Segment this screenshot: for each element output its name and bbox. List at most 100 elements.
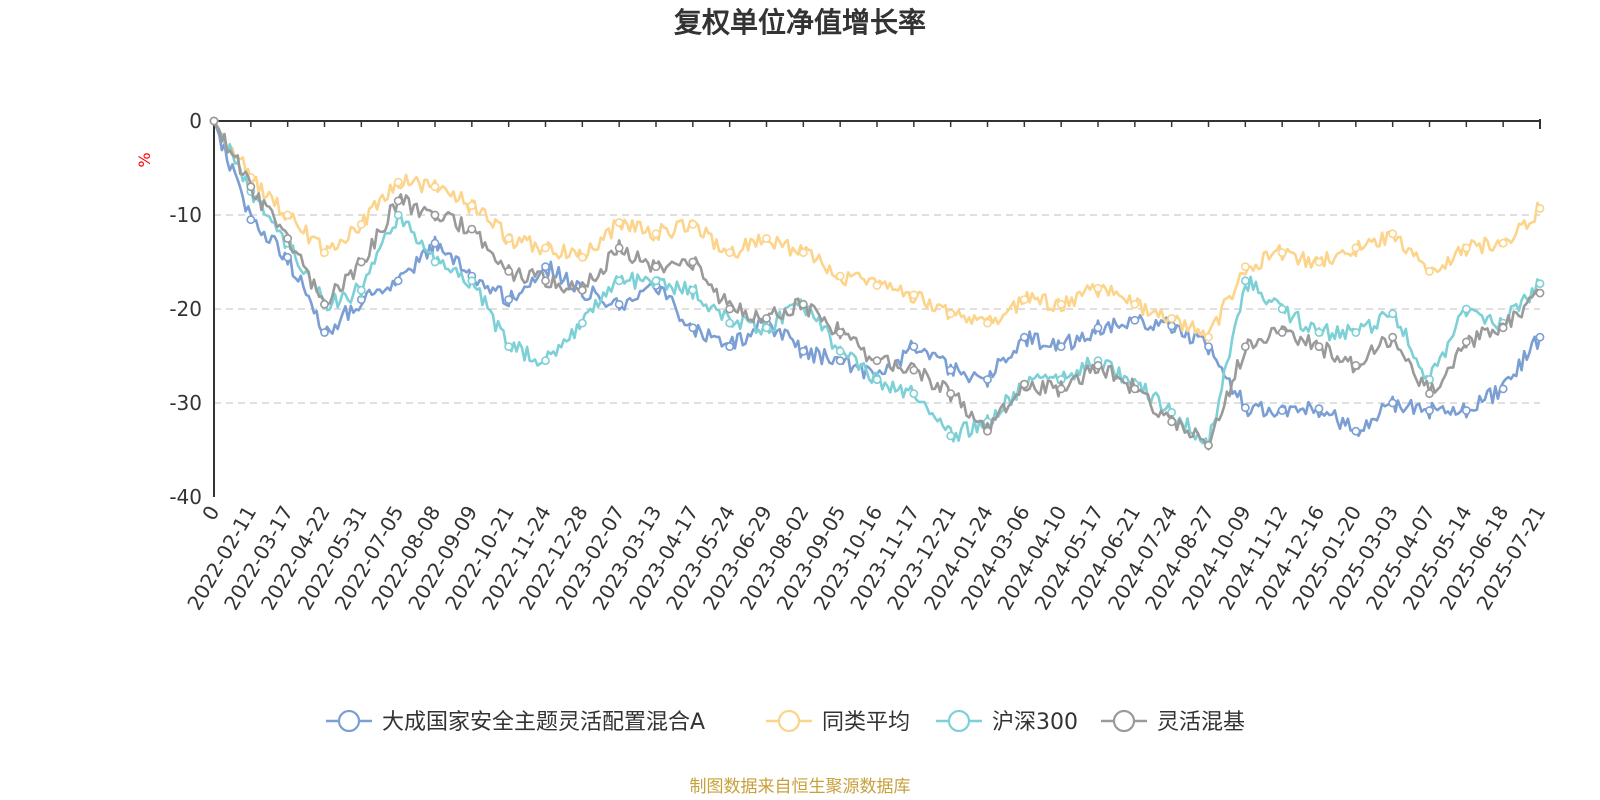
series-point	[541, 356, 550, 366]
y-tick-label: -30	[169, 391, 202, 415]
series-point	[393, 196, 403, 206]
series-point	[688, 285, 698, 295]
series-point	[1461, 406, 1471, 415]
source-note: 制图数据来自恒生聚源数据库	[690, 777, 911, 797]
series-point	[651, 276, 661, 286]
series-point	[504, 234, 514, 243]
series-point	[1093, 323, 1103, 333]
series-point	[1277, 248, 1287, 257]
series-point	[393, 276, 403, 286]
series-point	[614, 276, 624, 286]
series-point	[835, 328, 845, 337]
series-point	[246, 182, 256, 192]
series-point	[1056, 342, 1066, 351]
series-point	[1167, 417, 1177, 427]
series-point	[1204, 332, 1213, 342]
series-point	[1314, 328, 1324, 337]
series-point	[1277, 328, 1287, 337]
series-point	[1093, 360, 1103, 370]
series-point	[356, 257, 366, 267]
series-point	[1425, 406, 1434, 415]
series-point	[1019, 295, 1029, 304]
series-point	[1461, 337, 1471, 347]
y-tick-label: -10	[169, 203, 202, 227]
series-point	[725, 248, 735, 257]
y-axis-unit: %	[135, 152, 154, 167]
legend-item[interactable]: 同类平均	[766, 709, 910, 735]
series-point	[909, 342, 919, 351]
series-point	[577, 252, 587, 262]
series-point	[1535, 204, 1545, 213]
series-point	[1240, 403, 1250, 413]
series-point	[983, 426, 992, 436]
series-point	[283, 210, 293, 220]
series-point	[651, 229, 661, 239]
series-point	[1130, 299, 1140, 309]
series-point	[393, 210, 403, 220]
series-point	[798, 346, 808, 356]
series-point	[467, 276, 477, 286]
series-point	[946, 309, 956, 319]
legend[interactable]: 大成国家安全主题灵活配置混合A 同类平均 沪深300 灵活混基	[326, 709, 1245, 735]
series-point	[909, 365, 919, 375]
series-point	[946, 389, 956, 398]
series-point	[1130, 315, 1140, 325]
legend-item[interactable]: 沪深300	[936, 709, 1078, 735]
series-point	[393, 177, 403, 187]
series-point	[1425, 266, 1434, 276]
series-point	[209, 116, 219, 126]
series-point	[798, 248, 808, 257]
series-point	[430, 182, 440, 192]
series-point	[467, 224, 477, 234]
series-point	[762, 313, 771, 323]
series-point	[1535, 332, 1545, 342]
legend-label: 灵活混基	[1157, 710, 1245, 735]
series-point	[946, 431, 956, 441]
series-point	[872, 356, 882, 366]
series-point	[762, 234, 771, 243]
series-point	[835, 356, 845, 366]
series-point	[909, 290, 919, 300]
series-point	[725, 342, 735, 351]
series-point	[1461, 304, 1471, 314]
series-point	[688, 257, 698, 267]
series-point	[541, 276, 550, 286]
series-point	[1204, 440, 1213, 450]
legend-item[interactable]: 灵活混基	[1101, 709, 1245, 735]
series-point	[1461, 243, 1471, 253]
series-point	[1314, 342, 1324, 351]
series-point	[1240, 276, 1250, 286]
legend-label: 沪深300	[992, 710, 1078, 735]
series-point	[246, 215, 256, 225]
series-point	[1240, 262, 1250, 272]
legend-item[interactable]: 大成国家安全主题灵活配置混合A	[326, 709, 705, 735]
series-point	[1167, 313, 1177, 323]
series-point	[1240, 342, 1250, 351]
series-point	[1351, 243, 1361, 253]
series-point	[504, 342, 514, 351]
y-tick-label: 0	[189, 109, 202, 133]
series-point	[1388, 398, 1398, 408]
series-point	[872, 375, 882, 384]
series-point	[356, 219, 366, 229]
chart-title: 复权单位净值增长率	[674, 6, 926, 39]
series-point	[1388, 309, 1398, 319]
series-point	[541, 243, 550, 253]
series-point	[320, 299, 329, 309]
series-point	[651, 262, 661, 272]
series-point	[1019, 379, 1029, 389]
series-point	[1498, 384, 1508, 394]
series-point	[1498, 323, 1508, 333]
series-point	[1498, 238, 1508, 248]
series-point	[614, 299, 624, 309]
series-point	[504, 266, 514, 276]
series-point	[283, 234, 293, 243]
y-tick-label: -40	[169, 485, 202, 509]
series-point	[1351, 360, 1361, 370]
series-point	[872, 281, 882, 290]
series-point	[1130, 384, 1140, 394]
series-point	[909, 389, 919, 398]
legend-marker-icon	[337, 709, 361, 733]
x-tick-label: 0	[197, 502, 224, 525]
